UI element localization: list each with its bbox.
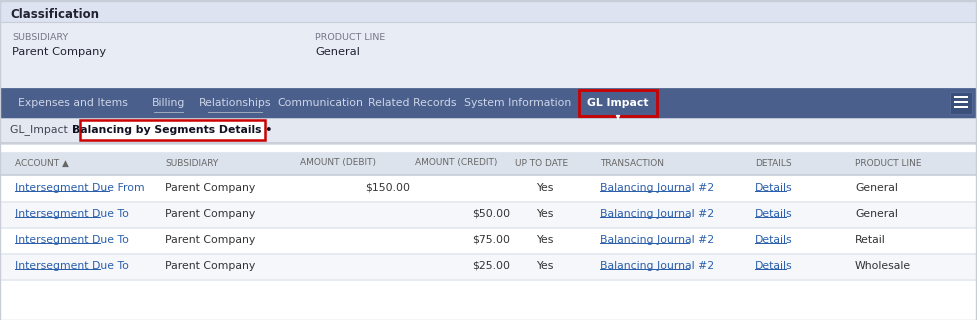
Text: Parent Company: Parent Company [165,235,255,245]
Text: AMOUNT (CREDIT): AMOUNT (CREDIT) [415,158,497,167]
Bar [154,112,184,113]
Text: Expenses and Items: Expenses and Items [18,98,128,108]
Bar [950,92,972,114]
Text: Details: Details [755,261,792,271]
Bar [0,88,977,89]
Bar [0,0,977,22]
Bar [80,120,265,140]
Bar [0,253,977,279]
Text: GL Impact: GL Impact [587,98,649,108]
Bar [579,90,657,116]
Bar [0,227,977,253]
Bar [0,144,977,320]
Bar [755,191,786,192]
Bar [600,217,690,218]
Text: Balancing Journal #2: Balancing Journal #2 [600,183,714,193]
Bar [0,279,977,280]
Text: Intersegment Due To: Intersegment Due To [15,261,129,271]
Text: System Information: System Information [464,98,572,108]
Text: General: General [855,209,898,219]
Text: PRODUCT LINE: PRODUCT LINE [855,158,921,167]
Text: SUBSIDIARY: SUBSIDIARY [165,158,218,167]
Bar [0,118,977,142]
Text: $75.00: $75.00 [472,235,510,245]
Text: Balancing Journal #2: Balancing Journal #2 [600,261,714,271]
Bar [954,96,968,98]
Bar [0,227,977,228]
Bar [15,191,109,192]
Bar [15,243,101,244]
Bar [15,217,101,218]
Bar [0,201,977,202]
Text: AMOUNT (DEBIT): AMOUNT (DEBIT) [300,158,376,167]
Text: Yes: Yes [536,261,554,271]
Text: Yes: Yes [536,235,554,245]
Text: Yes: Yes [536,209,554,219]
Text: Balancing Journal #2: Balancing Journal #2 [600,235,714,245]
Bar [954,101,968,103]
Text: Parent Company: Parent Company [12,47,106,57]
Bar [0,253,977,254]
Bar [15,269,101,270]
Text: Relationships: Relationships [199,98,272,108]
Bar [954,106,968,108]
Text: Details: Details [755,209,792,219]
Bar [0,175,977,201]
Text: Related Records: Related Records [367,98,456,108]
Text: Details: Details [755,183,792,193]
Text: SUBSIDIARY: SUBSIDIARY [12,34,68,43]
Text: ACCOUNT ▲: ACCOUNT ▲ [15,158,68,167]
Text: $25.00: $25.00 [472,261,510,271]
Bar [755,243,786,244]
Text: Billing: Billing [152,98,186,108]
Text: Intersegment Due To: Intersegment Due To [15,209,129,219]
Text: $150.00: $150.00 [365,183,410,193]
Text: Parent Company: Parent Company [165,261,255,271]
Text: Retail: Retail [855,235,886,245]
Bar [207,112,264,113]
Text: Wholesale: Wholesale [855,261,912,271]
Text: General: General [855,183,898,193]
Text: Classification: Classification [10,7,99,20]
Bar [600,243,690,244]
Bar [600,269,690,270]
Bar [600,191,690,192]
Text: Communication: Communication [277,98,362,108]
Text: General: General [315,47,360,57]
Text: Details: Details [755,235,792,245]
Text: Parent Company: Parent Company [165,209,255,219]
Bar [0,152,977,174]
Bar [0,88,977,118]
Bar [755,217,786,218]
Text: DETAILS: DETAILS [755,158,791,167]
Bar [0,142,977,143]
Text: Parent Company: Parent Company [165,183,255,193]
Text: Intersegment Due To: Intersegment Due To [15,235,129,245]
Text: UP TO DATE: UP TO DATE [515,158,568,167]
Text: Intersegment Due From: Intersegment Due From [15,183,145,193]
Text: TRANSACTION: TRANSACTION [600,158,664,167]
Bar [0,174,977,175]
Bar [0,142,977,144]
Text: Balancing by Segments Details •: Balancing by Segments Details • [72,125,273,135]
Text: Balancing Journal #2: Balancing Journal #2 [600,209,714,219]
Text: $50.00: $50.00 [472,209,510,219]
Bar [755,269,786,270]
Bar [0,22,977,88]
Bar [0,201,977,227]
Text: PRODUCT LINE: PRODUCT LINE [315,34,385,43]
Text: Yes: Yes [536,183,554,193]
Text: GL_Impact •: GL_Impact • [10,124,77,135]
